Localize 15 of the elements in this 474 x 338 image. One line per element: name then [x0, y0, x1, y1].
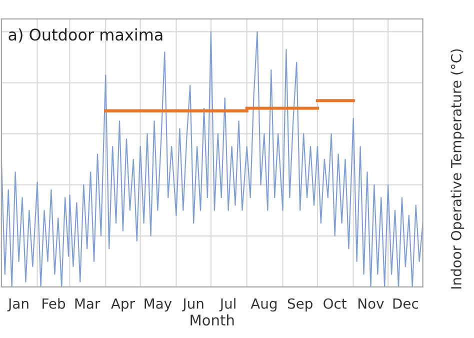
x-tick-label: Apr: [111, 298, 135, 312]
x-tick-label: Mar: [75, 298, 100, 309]
x-tick-label: Jan: [7, 298, 28, 312]
x-tick-label: Sep: [288, 298, 312, 312]
x-tick-label: May: [144, 298, 172, 312]
x-tick-label: Dec: [393, 298, 418, 309]
x-tick-label: Feb: [42, 298, 66, 309]
x-tick-label: Jul: [219, 298, 236, 312]
x-tick-label: Jun: [182, 298, 204, 312]
x-axis-title: Month: [190, 314, 234, 326]
x-tick-label: Oct: [324, 298, 346, 309]
x-tick-label: Aug: [250, 298, 277, 312]
chart-title: a) Outdoor maxima: [8, 28, 162, 43]
text: Indoor Operative Temperature (°C): [450, 49, 464, 288]
x-tick-label: Nov: [358, 298, 384, 309]
